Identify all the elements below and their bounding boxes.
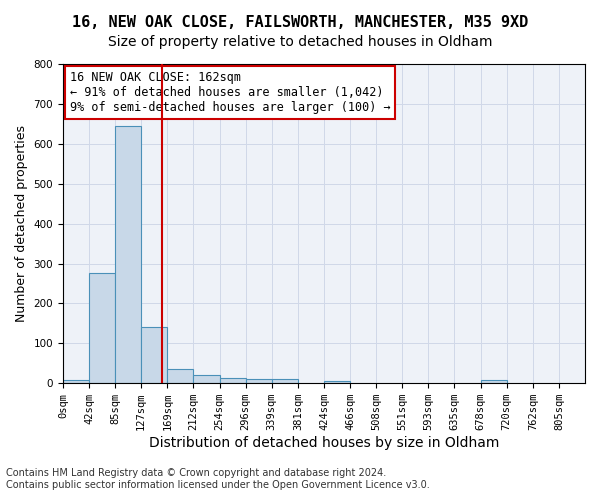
Bar xyxy=(167,370,193,383)
Bar xyxy=(89,274,115,383)
Bar xyxy=(245,379,272,383)
Bar xyxy=(115,126,141,383)
Text: Contains HM Land Registry data © Crown copyright and database right 2024.
Contai: Contains HM Land Registry data © Crown c… xyxy=(6,468,430,490)
Bar xyxy=(220,378,245,383)
Y-axis label: Number of detached properties: Number of detached properties xyxy=(15,125,28,322)
Bar xyxy=(193,375,220,383)
Text: 16, NEW OAK CLOSE, FAILSWORTH, MANCHESTER, M35 9XD: 16, NEW OAK CLOSE, FAILSWORTH, MANCHESTE… xyxy=(72,15,528,30)
Text: Size of property relative to detached houses in Oldham: Size of property relative to detached ho… xyxy=(108,35,492,49)
Bar xyxy=(324,381,350,383)
X-axis label: Distribution of detached houses by size in Oldham: Distribution of detached houses by size … xyxy=(149,436,499,450)
Bar xyxy=(481,380,506,383)
Bar xyxy=(141,328,167,383)
Text: 16 NEW OAK CLOSE: 162sqm
← 91% of detached houses are smaller (1,042)
9% of semi: 16 NEW OAK CLOSE: 162sqm ← 91% of detach… xyxy=(70,71,391,114)
Bar xyxy=(63,380,89,383)
Bar xyxy=(272,379,298,383)
